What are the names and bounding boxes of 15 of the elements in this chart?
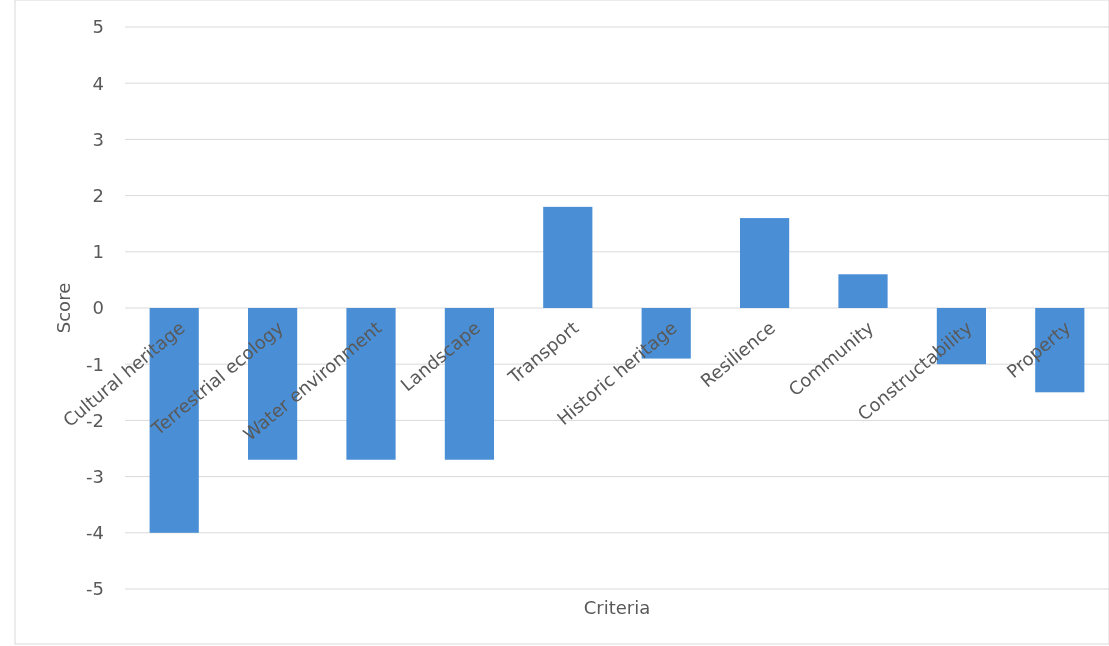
y-tick-label: 5 — [92, 16, 104, 38]
y-tick-label: -1 — [86, 353, 104, 375]
y-tick-label: -5 — [86, 578, 104, 600]
x-axis-title: Criteria — [583, 597, 651, 618]
y-tick-label: -3 — [86, 465, 104, 487]
y-axis-title: Score — [53, 282, 74, 334]
y-tick-label: 3 — [92, 128, 104, 150]
bar — [838, 274, 888, 308]
y-tick-label: 2 — [92, 184, 104, 206]
bar — [543, 206, 593, 308]
y-tick-label: 1 — [92, 241, 104, 263]
y-tick-label: -4 — [86, 522, 104, 544]
bar — [740, 218, 790, 308]
y-tick-label: 4 — [92, 72, 104, 94]
y-tick-label: 0 — [92, 297, 104, 319]
